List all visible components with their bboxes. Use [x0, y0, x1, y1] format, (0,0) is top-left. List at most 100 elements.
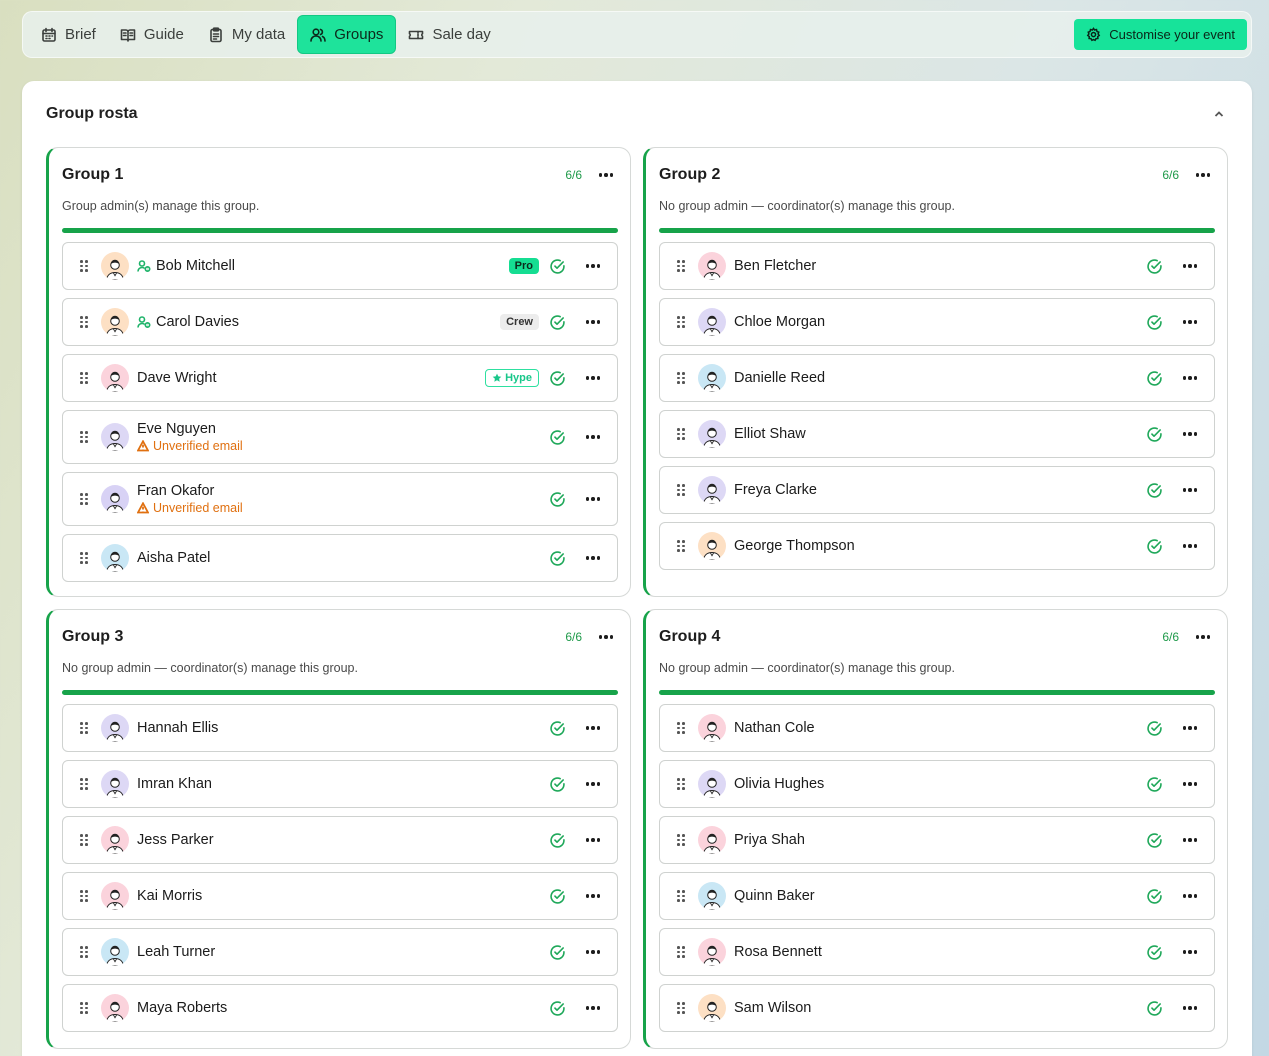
group-more-button[interactable] — [596, 165, 616, 185]
group-more-button[interactable] — [1193, 627, 1213, 647]
confirmed-check-icon[interactable] — [1146, 944, 1163, 961]
drag-handle-icon[interactable] — [80, 493, 88, 505]
member-row[interactable]: Rosa Bennett — [659, 928, 1215, 976]
member-more-button[interactable] — [583, 942, 603, 962]
drag-handle-icon[interactable] — [677, 428, 685, 440]
member-more-button[interactable] — [1180, 998, 1200, 1018]
member-more-button[interactable] — [1180, 718, 1200, 738]
drag-handle-icon[interactable] — [677, 834, 685, 846]
member-row[interactable]: Bob Mitchell Pro — [62, 242, 618, 290]
confirmed-check-icon[interactable] — [549, 944, 566, 961]
member-row[interactable]: Carol Davies Crew — [62, 298, 618, 346]
drag-handle-icon[interactable] — [80, 431, 88, 443]
member-row[interactable]: Ben Fletcher — [659, 242, 1215, 290]
member-more-button[interactable] — [583, 774, 603, 794]
drag-handle-icon[interactable] — [677, 890, 685, 902]
group-more-button[interactable] — [596, 627, 616, 647]
drag-handle-icon[interactable] — [677, 946, 685, 958]
member-row[interactable]: Sam Wilson — [659, 984, 1215, 1032]
tab-guide[interactable]: Guide — [108, 15, 196, 54]
member-more-button[interactable] — [583, 548, 603, 568]
member-row[interactable]: Olivia Hughes — [659, 760, 1215, 808]
member-more-button[interactable] — [583, 256, 603, 276]
member-more-button[interactable] — [583, 886, 603, 906]
drag-handle-icon[interactable] — [80, 722, 88, 734]
member-more-button[interactable] — [1180, 312, 1200, 332]
member-row[interactable]: Quinn Baker — [659, 872, 1215, 920]
confirmed-check-icon[interactable] — [1146, 314, 1163, 331]
confirmed-check-icon[interactable] — [549, 258, 566, 275]
member-row[interactable]: Jess Parker — [62, 816, 618, 864]
drag-handle-icon[interactable] — [677, 260, 685, 272]
member-row[interactable]: Nathan Cole — [659, 704, 1215, 752]
confirmed-check-icon[interactable] — [549, 720, 566, 737]
drag-handle-icon[interactable] — [80, 890, 88, 902]
drag-handle-icon[interactable] — [80, 552, 88, 564]
drag-handle-icon[interactable] — [677, 778, 685, 790]
drag-handle-icon[interactable] — [80, 946, 88, 958]
member-more-button[interactable] — [583, 489, 603, 509]
drag-handle-icon[interactable] — [80, 260, 88, 272]
member-more-button[interactable] — [583, 830, 603, 850]
member-row[interactable]: Imran Khan — [62, 760, 618, 808]
member-row[interactable]: Freya Clarke — [659, 466, 1215, 514]
drag-handle-icon[interactable] — [677, 484, 685, 496]
confirmed-check-icon[interactable] — [549, 888, 566, 905]
collapse-button[interactable] — [1210, 105, 1228, 123]
member-more-button[interactable] — [1180, 830, 1200, 850]
member-row[interactable]: Priya Shah — [659, 816, 1215, 864]
confirmed-check-icon[interactable] — [549, 429, 566, 446]
confirmed-check-icon[interactable] — [549, 314, 566, 331]
member-more-button[interactable] — [1180, 774, 1200, 794]
member-more-button[interactable] — [583, 312, 603, 332]
member-row[interactable]: Elliot Shaw — [659, 410, 1215, 458]
confirmed-check-icon[interactable] — [1146, 1000, 1163, 1017]
member-row[interactable]: George Thompson — [659, 522, 1215, 570]
drag-handle-icon[interactable] — [677, 372, 685, 384]
confirmed-check-icon[interactable] — [1146, 482, 1163, 499]
confirmed-check-icon[interactable] — [549, 832, 566, 849]
drag-handle-icon[interactable] — [677, 316, 685, 328]
drag-handle-icon[interactable] — [677, 1002, 685, 1014]
confirmed-check-icon[interactable] — [549, 370, 566, 387]
member-row[interactable]: Chloe Morgan — [659, 298, 1215, 346]
member-row[interactable]: Leah Turner — [62, 928, 618, 976]
confirmed-check-icon[interactable] — [549, 491, 566, 508]
confirmed-check-icon[interactable] — [1146, 538, 1163, 555]
member-row[interactable]: Eve Nguyen Unverified email — [62, 410, 618, 464]
confirmed-check-icon[interactable] — [1146, 776, 1163, 793]
member-more-button[interactable] — [583, 998, 603, 1018]
member-more-button[interactable] — [1180, 886, 1200, 906]
member-more-button[interactable] — [1180, 942, 1200, 962]
confirmed-check-icon[interactable] — [1146, 832, 1163, 849]
member-row[interactable]: Danielle Reed — [659, 354, 1215, 402]
member-more-button[interactable] — [1180, 256, 1200, 276]
member-row[interactable]: Kai Morris — [62, 872, 618, 920]
confirmed-check-icon[interactable] — [1146, 258, 1163, 275]
tab-brief[interactable]: Brief — [29, 15, 108, 54]
drag-handle-icon[interactable] — [677, 540, 685, 552]
member-more-button[interactable] — [1180, 368, 1200, 388]
drag-handle-icon[interactable] — [80, 316, 88, 328]
member-more-button[interactable] — [583, 427, 603, 447]
member-row[interactable]: Hannah Ellis — [62, 704, 618, 752]
confirmed-check-icon[interactable] — [1146, 426, 1163, 443]
drag-handle-icon[interactable] — [677, 722, 685, 734]
confirmed-check-icon[interactable] — [1146, 720, 1163, 737]
tab-groups[interactable]: Groups — [297, 15, 397, 54]
customise-event-button[interactable]: Customise your event — [1074, 19, 1247, 50]
member-more-button[interactable] — [583, 718, 603, 738]
tab-my-data[interactable]: My data — [196, 15, 297, 54]
member-row[interactable]: Aisha Patel — [62, 534, 618, 582]
member-row[interactable]: Fran Okafor Unverified email — [62, 472, 618, 526]
confirmed-check-icon[interactable] — [1146, 370, 1163, 387]
drag-handle-icon[interactable] — [80, 778, 88, 790]
group-more-button[interactable] — [1193, 165, 1213, 185]
drag-handle-icon[interactable] — [80, 834, 88, 846]
member-row[interactable]: Maya Roberts — [62, 984, 618, 1032]
confirmed-check-icon[interactable] — [1146, 888, 1163, 905]
confirmed-check-icon[interactable] — [549, 550, 566, 567]
drag-handle-icon[interactable] — [80, 1002, 88, 1014]
member-more-button[interactable] — [1180, 424, 1200, 444]
member-row[interactable]: Dave Wright Hype — [62, 354, 618, 402]
